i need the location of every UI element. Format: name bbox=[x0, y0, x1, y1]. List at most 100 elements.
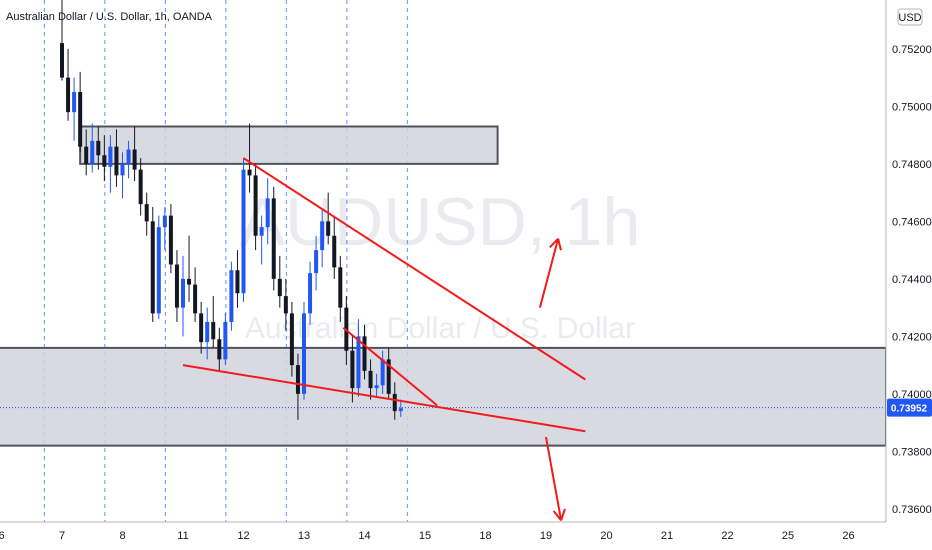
candle-31 bbox=[247, 123, 252, 193]
arrow-0 bbox=[538, 237, 562, 308]
support-resistance-zones bbox=[0, 125, 887, 447]
zone-1 bbox=[0, 346, 887, 447]
x-tick-4: 12 bbox=[237, 530, 249, 542]
candle-34 bbox=[265, 178, 270, 245]
candle-40 bbox=[302, 301, 306, 400]
candle-6 bbox=[96, 126, 101, 170]
y-tick-5: 0.74200 bbox=[892, 331, 932, 343]
candle-body-53 bbox=[380, 359, 385, 386]
candle-body-49 bbox=[356, 336, 361, 389]
time-axis[interactable]: 6 7 8 11 12 13 14 15 18 19 20 21 22 25 26 bbox=[0, 521, 886, 542]
candle-body-41 bbox=[308, 273, 313, 314]
candle-body-36 bbox=[277, 278, 282, 297]
candle-body-37 bbox=[283, 296, 288, 314]
candle-body-0 bbox=[60, 43, 64, 78]
candle-49 bbox=[356, 319, 361, 397]
candle-17 bbox=[162, 207, 167, 251]
currency-label: USD bbox=[898, 12, 921, 24]
candle-body-34 bbox=[265, 198, 270, 228]
trend-line-1 bbox=[182, 364, 586, 433]
candle-7 bbox=[102, 135, 107, 182]
candle-11 bbox=[126, 140, 131, 179]
candles bbox=[60, 0, 403, 420]
arrow-head-0-1 bbox=[557, 238, 562, 251]
y-tick-6: 0.74000 bbox=[892, 389, 932, 401]
trend-line-2 bbox=[342, 326, 438, 407]
y-tick-3: 0.74600 bbox=[892, 216, 932, 228]
candle-39 bbox=[295, 353, 300, 420]
candle-body-1 bbox=[66, 77, 71, 113]
currency-badge[interactable] bbox=[897, 8, 923, 26]
y-tick-7: 0.73800 bbox=[892, 446, 932, 458]
candle-body-28 bbox=[229, 270, 234, 322]
arrow-1 bbox=[545, 436, 566, 522]
candle-body-16 bbox=[156, 227, 161, 314]
candle-body-5 bbox=[90, 140, 95, 164]
candle-35 bbox=[271, 186, 276, 291]
candle-body-42 bbox=[314, 250, 319, 274]
candle-body-24 bbox=[205, 322, 210, 343]
candle-56 bbox=[398, 399, 403, 417]
candle-52 bbox=[374, 373, 379, 397]
candle-body-10 bbox=[120, 163, 125, 176]
candle-body-48 bbox=[350, 350, 355, 389]
x-tick-0: 6 bbox=[0, 530, 5, 542]
candle-body-8 bbox=[108, 146, 113, 167]
candle-body-30 bbox=[241, 169, 246, 294]
candle-9 bbox=[114, 129, 119, 187]
candle-3 bbox=[78, 71, 83, 153]
candle-12 bbox=[132, 126, 137, 182]
candle-46 bbox=[338, 255, 343, 322]
y-tick-4: 0.74400 bbox=[892, 274, 932, 286]
candle-51 bbox=[368, 359, 373, 400]
candle-18 bbox=[168, 204, 173, 274]
arrow-head-1-1 bbox=[552, 510, 562, 522]
candle-body-43 bbox=[320, 221, 325, 251]
candle-body-12 bbox=[132, 149, 137, 170]
candle-body-51 bbox=[368, 370, 373, 389]
candle-body-45 bbox=[332, 235, 337, 268]
y-tick-8: 0.73600 bbox=[892, 504, 932, 516]
candle-36 bbox=[277, 255, 282, 308]
candle-21 bbox=[187, 235, 192, 302]
candle-body-19 bbox=[174, 264, 179, 308]
trend-line-0 bbox=[242, 157, 586, 381]
candle-27 bbox=[223, 313, 228, 366]
zone-0 bbox=[79, 125, 499, 165]
x-tick-10: 20 bbox=[600, 530, 612, 542]
candle-25 bbox=[211, 296, 216, 348]
candle-body-56 bbox=[398, 408, 403, 412]
x-tick-6: 14 bbox=[358, 530, 370, 542]
candle-body-27 bbox=[223, 322, 228, 360]
x-tick-14: 26 bbox=[842, 530, 854, 542]
candle-1 bbox=[66, 48, 71, 121]
candle-body-52 bbox=[374, 385, 379, 389]
candle-body-29 bbox=[235, 270, 240, 294]
candle-body-26 bbox=[217, 339, 222, 360]
candle-body-3 bbox=[78, 92, 83, 147]
candle-15 bbox=[150, 207, 155, 322]
x-tick-8: 18 bbox=[479, 530, 491, 542]
candle-10 bbox=[120, 152, 125, 199]
candle-48 bbox=[350, 336, 355, 403]
candle-body-18 bbox=[168, 215, 173, 265]
candle-50 bbox=[362, 324, 367, 380]
candle-23 bbox=[199, 301, 204, 354]
watermark: AUDUSD, 1h Australian Dollar / U.S. Doll… bbox=[240, 184, 641, 345]
candle-30 bbox=[241, 158, 246, 302]
candle-33 bbox=[259, 215, 264, 265]
candle-body-31 bbox=[247, 169, 252, 176]
candle-4 bbox=[84, 129, 89, 176]
price-axis[interactable]: USD 0.75200 0.75000 0.74800 0.74600 0.74400 0… bbox=[885, 0, 932, 550]
candle-body-38 bbox=[289, 313, 294, 366]
candle-53 bbox=[380, 350, 385, 394]
candle-body-55 bbox=[392, 393, 397, 412]
candle-8 bbox=[108, 135, 113, 193]
candle-body-6 bbox=[96, 140, 101, 156]
candle-41 bbox=[308, 261, 313, 325]
x-tick-11: 21 bbox=[661, 530, 673, 542]
arrow-head-0-0 bbox=[549, 237, 559, 249]
candle-2 bbox=[72, 77, 77, 141]
candle-13 bbox=[138, 158, 143, 216]
